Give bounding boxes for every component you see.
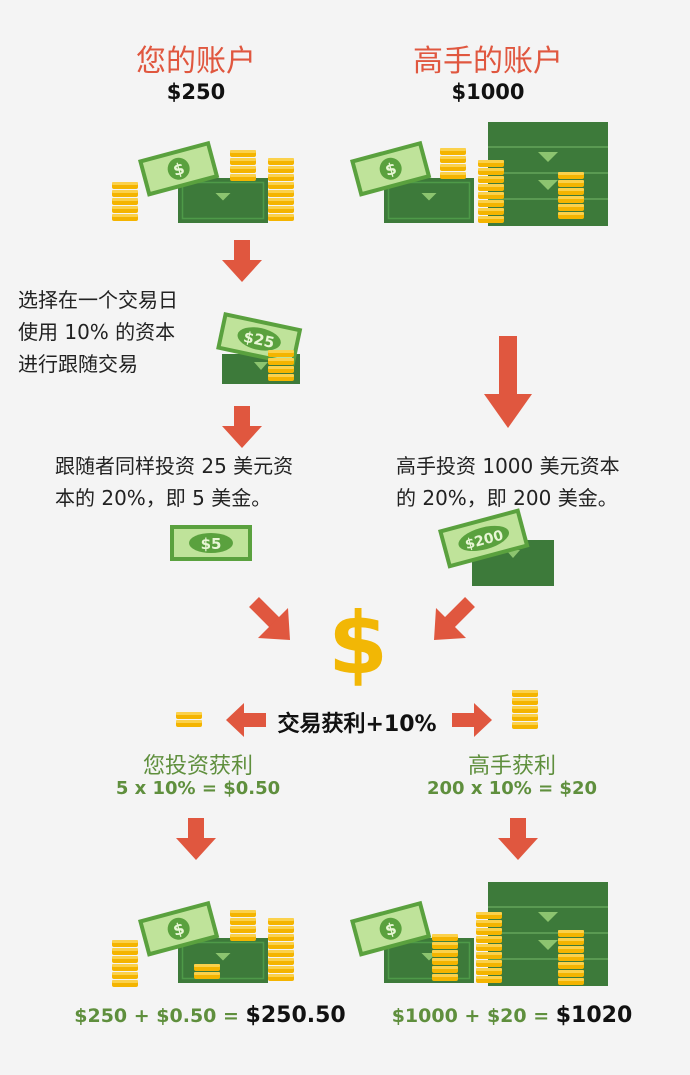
bill-5-label: $5 — [201, 535, 222, 553]
svg-text:$: $ — [171, 159, 187, 180]
left-account-amount: $250 — [166, 80, 226, 104]
left-money-pile-icon: $ — [112, 140, 294, 224]
arrow-left-icon — [226, 703, 266, 737]
left-step1-text: 选择在一个交易日 使用 10% 的资本 进行跟随交易 — [18, 288, 178, 376]
right-profit-calc: 200 x 10% = $20 — [427, 778, 597, 799]
left-money-pile-final-icon: $ — [112, 900, 294, 987]
bill-25-icon: $25 — [216, 312, 303, 384]
left-step2-text: 跟随者同样投资 25 美元资 本的 20%，即 5 美金。 — [55, 454, 294, 510]
right-account-title: 高手的账户 — [413, 44, 563, 79]
right-step2-text: 高手投资 1000 美元资本 的 20%，即 200 美金。 — [396, 454, 620, 510]
left-final-equation: $250 + $0.50 = $250.50 — [74, 1003, 346, 1028]
right-final-total: $1020 — [555, 1003, 633, 1028]
dollar-sign-icon: $ — [328, 594, 388, 694]
left-profit-calc: 5 x 10% = $0.50 — [115, 778, 281, 799]
bill-5-icon: $5 — [170, 525, 252, 561]
right-money-pile-icon: $ — [350, 122, 608, 226]
arrow-down-long-icon — [484, 336, 532, 428]
svg-text:$: $ — [383, 919, 399, 940]
arrow-right-icon — [452, 703, 492, 737]
left-profit-title: 您投资获利 — [142, 754, 253, 779]
right-money-pile-final-icon: $ — [350, 882, 608, 986]
bill-200-icon: $200 — [438, 508, 554, 586]
right-account-amount: $1000 — [451, 80, 525, 104]
arrow-down-icon — [222, 406, 262, 448]
trade-profit-label: 交易获利+10% — [277, 712, 437, 737]
arrow-down-icon — [176, 818, 216, 860]
left-account-title: 您的账户 — [136, 44, 256, 79]
coin-small-icon — [176, 712, 202, 727]
svg-text:$: $ — [383, 159, 399, 180]
svg-text:$: $ — [171, 919, 187, 940]
arrow-diagonal-left-icon — [434, 597, 475, 640]
arrow-down-icon — [498, 818, 538, 860]
right-final-equation: $1000 + $20 = $1020 — [391, 1003, 633, 1028]
coin-stack-icon — [512, 690, 538, 729]
left-final-total: $250.50 — [245, 1003, 346, 1028]
arrow-down-icon — [222, 240, 262, 282]
arrow-diagonal-right-icon — [249, 597, 290, 640]
right-profit-title: 高手获利 — [467, 754, 556, 779]
